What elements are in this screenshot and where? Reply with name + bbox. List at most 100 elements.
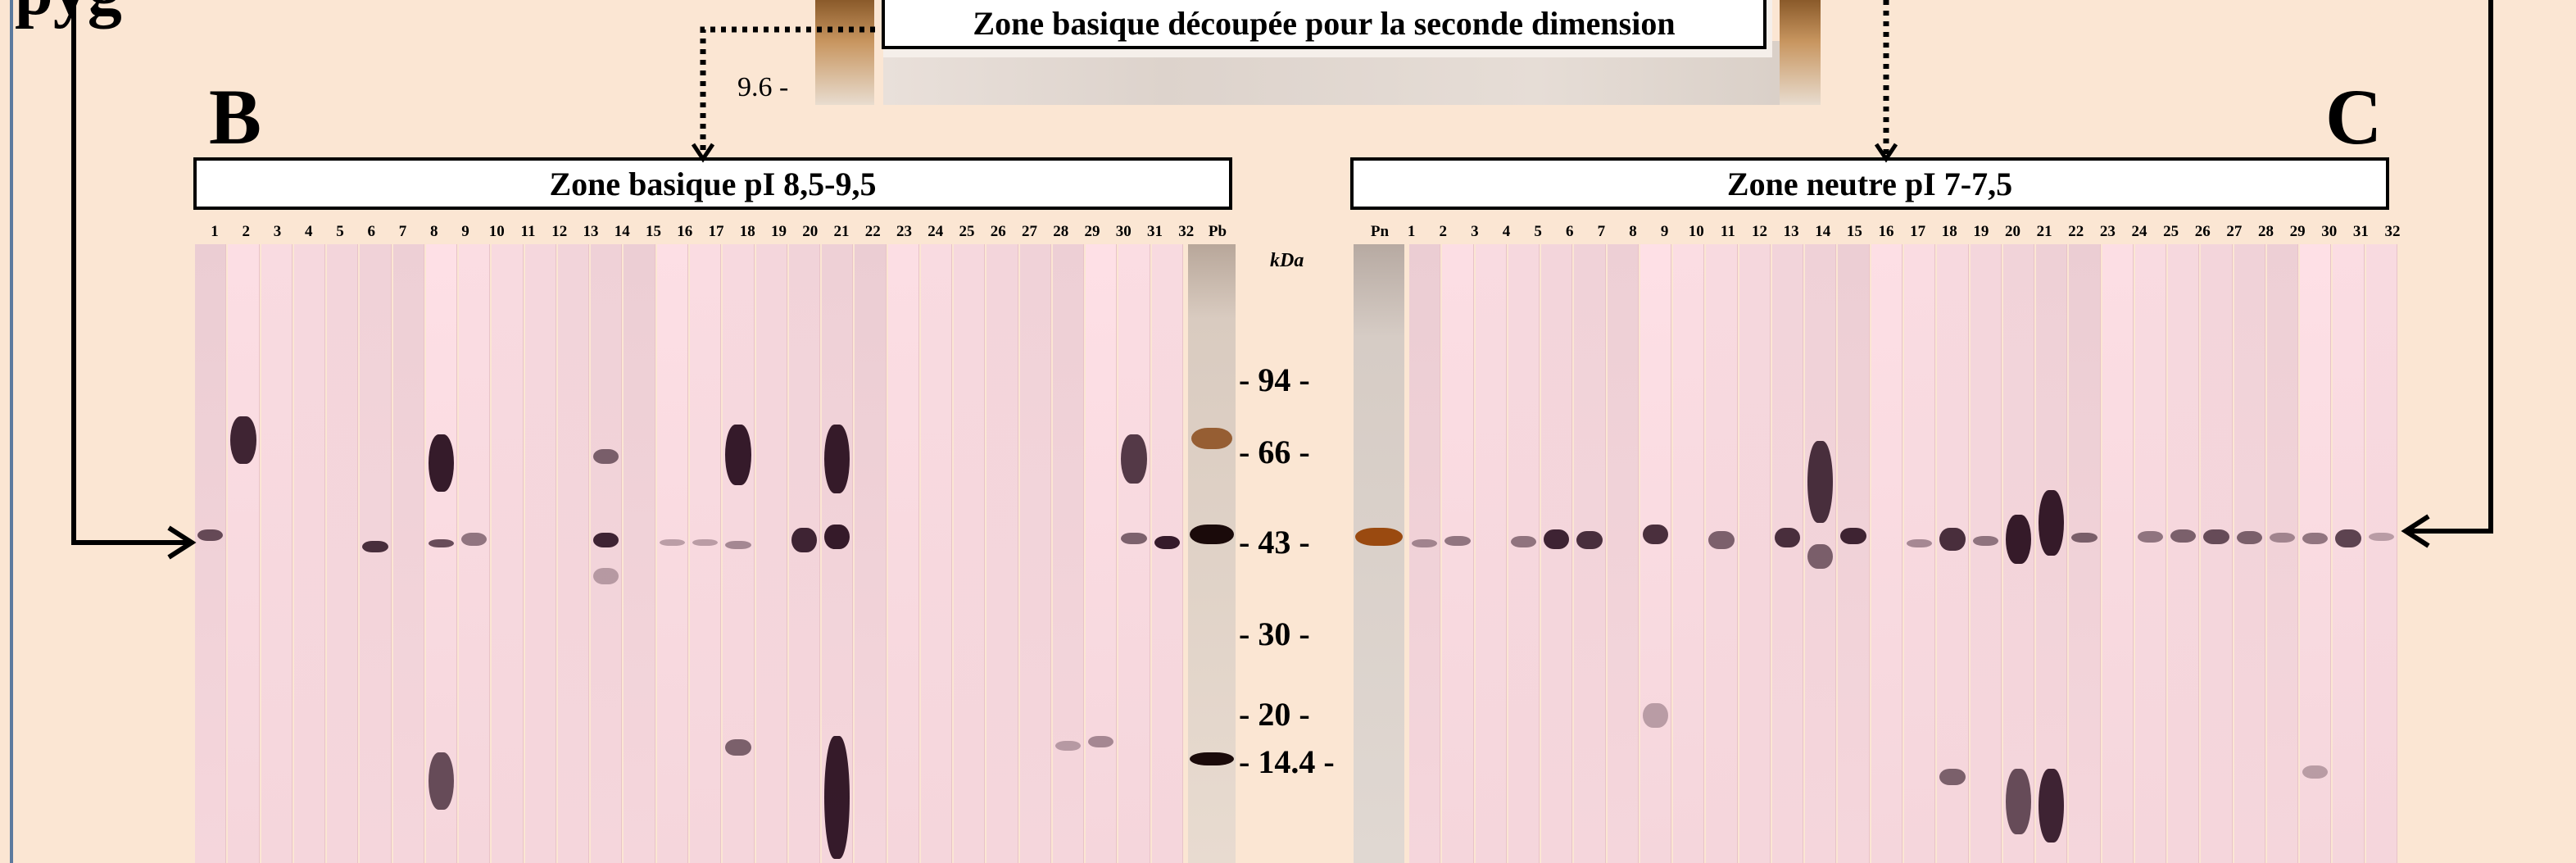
panel-b-band: [428, 434, 455, 492]
panel-b-lane-label-8: 8: [430, 223, 438, 240]
panel-b-lane-label-12: 12: [551, 223, 568, 240]
panel-b-lane-label-9: 9: [461, 223, 469, 240]
panel-b-band: [593, 533, 619, 547]
panel-b-lane-label-19: 19: [771, 223, 787, 240]
panel-b-band: [428, 539, 455, 547]
panel-c-band: [2368, 533, 2394, 541]
panel-c-lane-label-19: 19: [1973, 223, 1989, 240]
panel-b-band: [1121, 533, 1147, 544]
cut-zone-label: Zone basique découpée pour la seconde di…: [882, 0, 1766, 49]
panel-b-band: [593, 449, 619, 464]
panel-b-band: [230, 416, 256, 464]
panel-c-lane-label-26: 26: [2194, 223, 2211, 240]
panel-b-lane: [887, 244, 919, 863]
panel-c-lane: [1871, 244, 1903, 863]
panel-b-lane: [624, 244, 655, 863]
mw-marker-20: - 20 -: [1239, 696, 1310, 733]
panel-b-band: [824, 425, 850, 493]
panel-c-band: [2039, 490, 2065, 556]
panel-b-lane-label-14: 14: [614, 223, 630, 240]
panel-b-title: Zone basique pI 8,5-9,5: [193, 157, 1232, 210]
panel-b-lane: [327, 244, 359, 863]
panel-b-lane-label-2: 2: [242, 223, 251, 240]
panel-c-lane-label-2: 2: [1439, 223, 1448, 240]
panel-c-lane-label-1: 1: [1407, 223, 1416, 240]
panel-b-lane: [822, 244, 854, 863]
panel-c-lane-label-14: 14: [1815, 223, 1831, 240]
panel-b-band: [725, 541, 751, 549]
panel-b-lane-label-26: 26: [990, 223, 1006, 240]
panel-b-lane: [360, 244, 392, 863]
panel-b-band: [1054, 741, 1082, 751]
panel-b-lane-label-5: 5: [336, 223, 344, 240]
panel-c-lane: [2365, 244, 2397, 863]
panel-c-band: [2203, 529, 2229, 544]
panel-b-lane-label-24: 24: [927, 223, 944, 240]
panel-c-lane-label-18: 18: [1941, 223, 1957, 240]
panel-c-lane: [2002, 244, 2035, 863]
panel-c-lane: [2134, 244, 2167, 863]
panel-c-lane-label-27: 27: [2226, 223, 2243, 240]
panel-c-lane-label-8: 8: [1629, 223, 1637, 240]
panel-b-lane: [723, 244, 755, 863]
panel-c-lane-label-10: 10: [1688, 223, 1704, 240]
panel-c-lane-label-16: 16: [1878, 223, 1894, 240]
panel-b-band: [428, 752, 455, 810]
panel-c-lane: [2234, 244, 2265, 863]
panel-b-lane: [1118, 244, 1150, 863]
panel-c-band: [2302, 533, 2329, 544]
panel-c-lane: [1508, 244, 1540, 863]
panel-c-lane: [1805, 244, 1837, 863]
panel-b-lane-label-23: 23: [896, 223, 912, 240]
panel-b-band: [692, 539, 719, 546]
panel-c-lane: [1541, 244, 1573, 863]
panel-c-band: [1840, 528, 1866, 544]
panel-c-lane-label-4: 4: [1502, 223, 1511, 240]
panel-b-lane: [293, 244, 326, 863]
panel-b-lane-label-1: 1: [211, 223, 219, 240]
panel-b-lane-label-10: 10: [488, 223, 505, 240]
partial-heading: pyg: [15, 0, 122, 26]
panel-b-band: [791, 528, 818, 552]
panel-b-band: [197, 529, 224, 541]
panel-c-lane: [1937, 244, 1969, 863]
panel-c-lane-label-pn: Pn: [1370, 223, 1390, 240]
panel-c-band: [2071, 533, 2098, 543]
panel-c-lane: [1409, 244, 1441, 863]
panel-c-lane: [2102, 244, 2134, 863]
marker-lane-pn: [1354, 244, 1404, 863]
panel-c-lane-label-20: 20: [2005, 223, 2020, 240]
panel-b-lane: [195, 244, 227, 863]
panel-c-band: [2170, 529, 2197, 543]
panel-c-band: [2302, 765, 2329, 779]
panel-b-lane: [591, 244, 623, 863]
panel-b-lane: [524, 244, 556, 863]
panel-b-lane-label-25: 25: [959, 223, 975, 240]
right-arrow-to-43: [2409, 0, 2493, 534]
panel-c-lane-label-31: 31: [2352, 223, 2369, 240]
panel-c-letter: C: [2325, 73, 2383, 161]
panel-b-lane-label-15: 15: [646, 223, 661, 240]
panel-c-lane-label-23: 23: [2099, 223, 2116, 240]
panel-c-band: [1939, 769, 1966, 785]
panel-b-lane-label-13: 13: [583, 223, 599, 240]
panel-c-lane-label-13: 13: [1783, 223, 1799, 240]
panel-c-lane-label-9: 9: [1660, 223, 1669, 240]
panel-c-lane-label-11: 11: [1720, 223, 1735, 240]
panel-b-lane: [228, 244, 260, 863]
panel-b-lane: [261, 244, 293, 863]
panel-c-lane: [2201, 244, 2233, 863]
panel-b-lane-label-17: 17: [708, 223, 724, 240]
panel-b-band: [1121, 434, 1147, 484]
panel-b-lane-label-31: 31: [1147, 223, 1163, 240]
pb-band-43: [1190, 525, 1234, 544]
panel-b-lane-label-11: 11: [520, 223, 536, 240]
panel-c-lane-label-15: 15: [1846, 223, 1862, 240]
panel-c-band: [1544, 529, 1570, 549]
panel-c-band: [1576, 531, 1603, 549]
panel-c-lane: [1639, 244, 1672, 863]
panel-c-lane: [1904, 244, 1936, 863]
panel-c-lane: [1771, 244, 1804, 863]
panel-b-lane: [1086, 244, 1118, 863]
panel-c-lane-label-21: 21: [2036, 223, 2052, 240]
